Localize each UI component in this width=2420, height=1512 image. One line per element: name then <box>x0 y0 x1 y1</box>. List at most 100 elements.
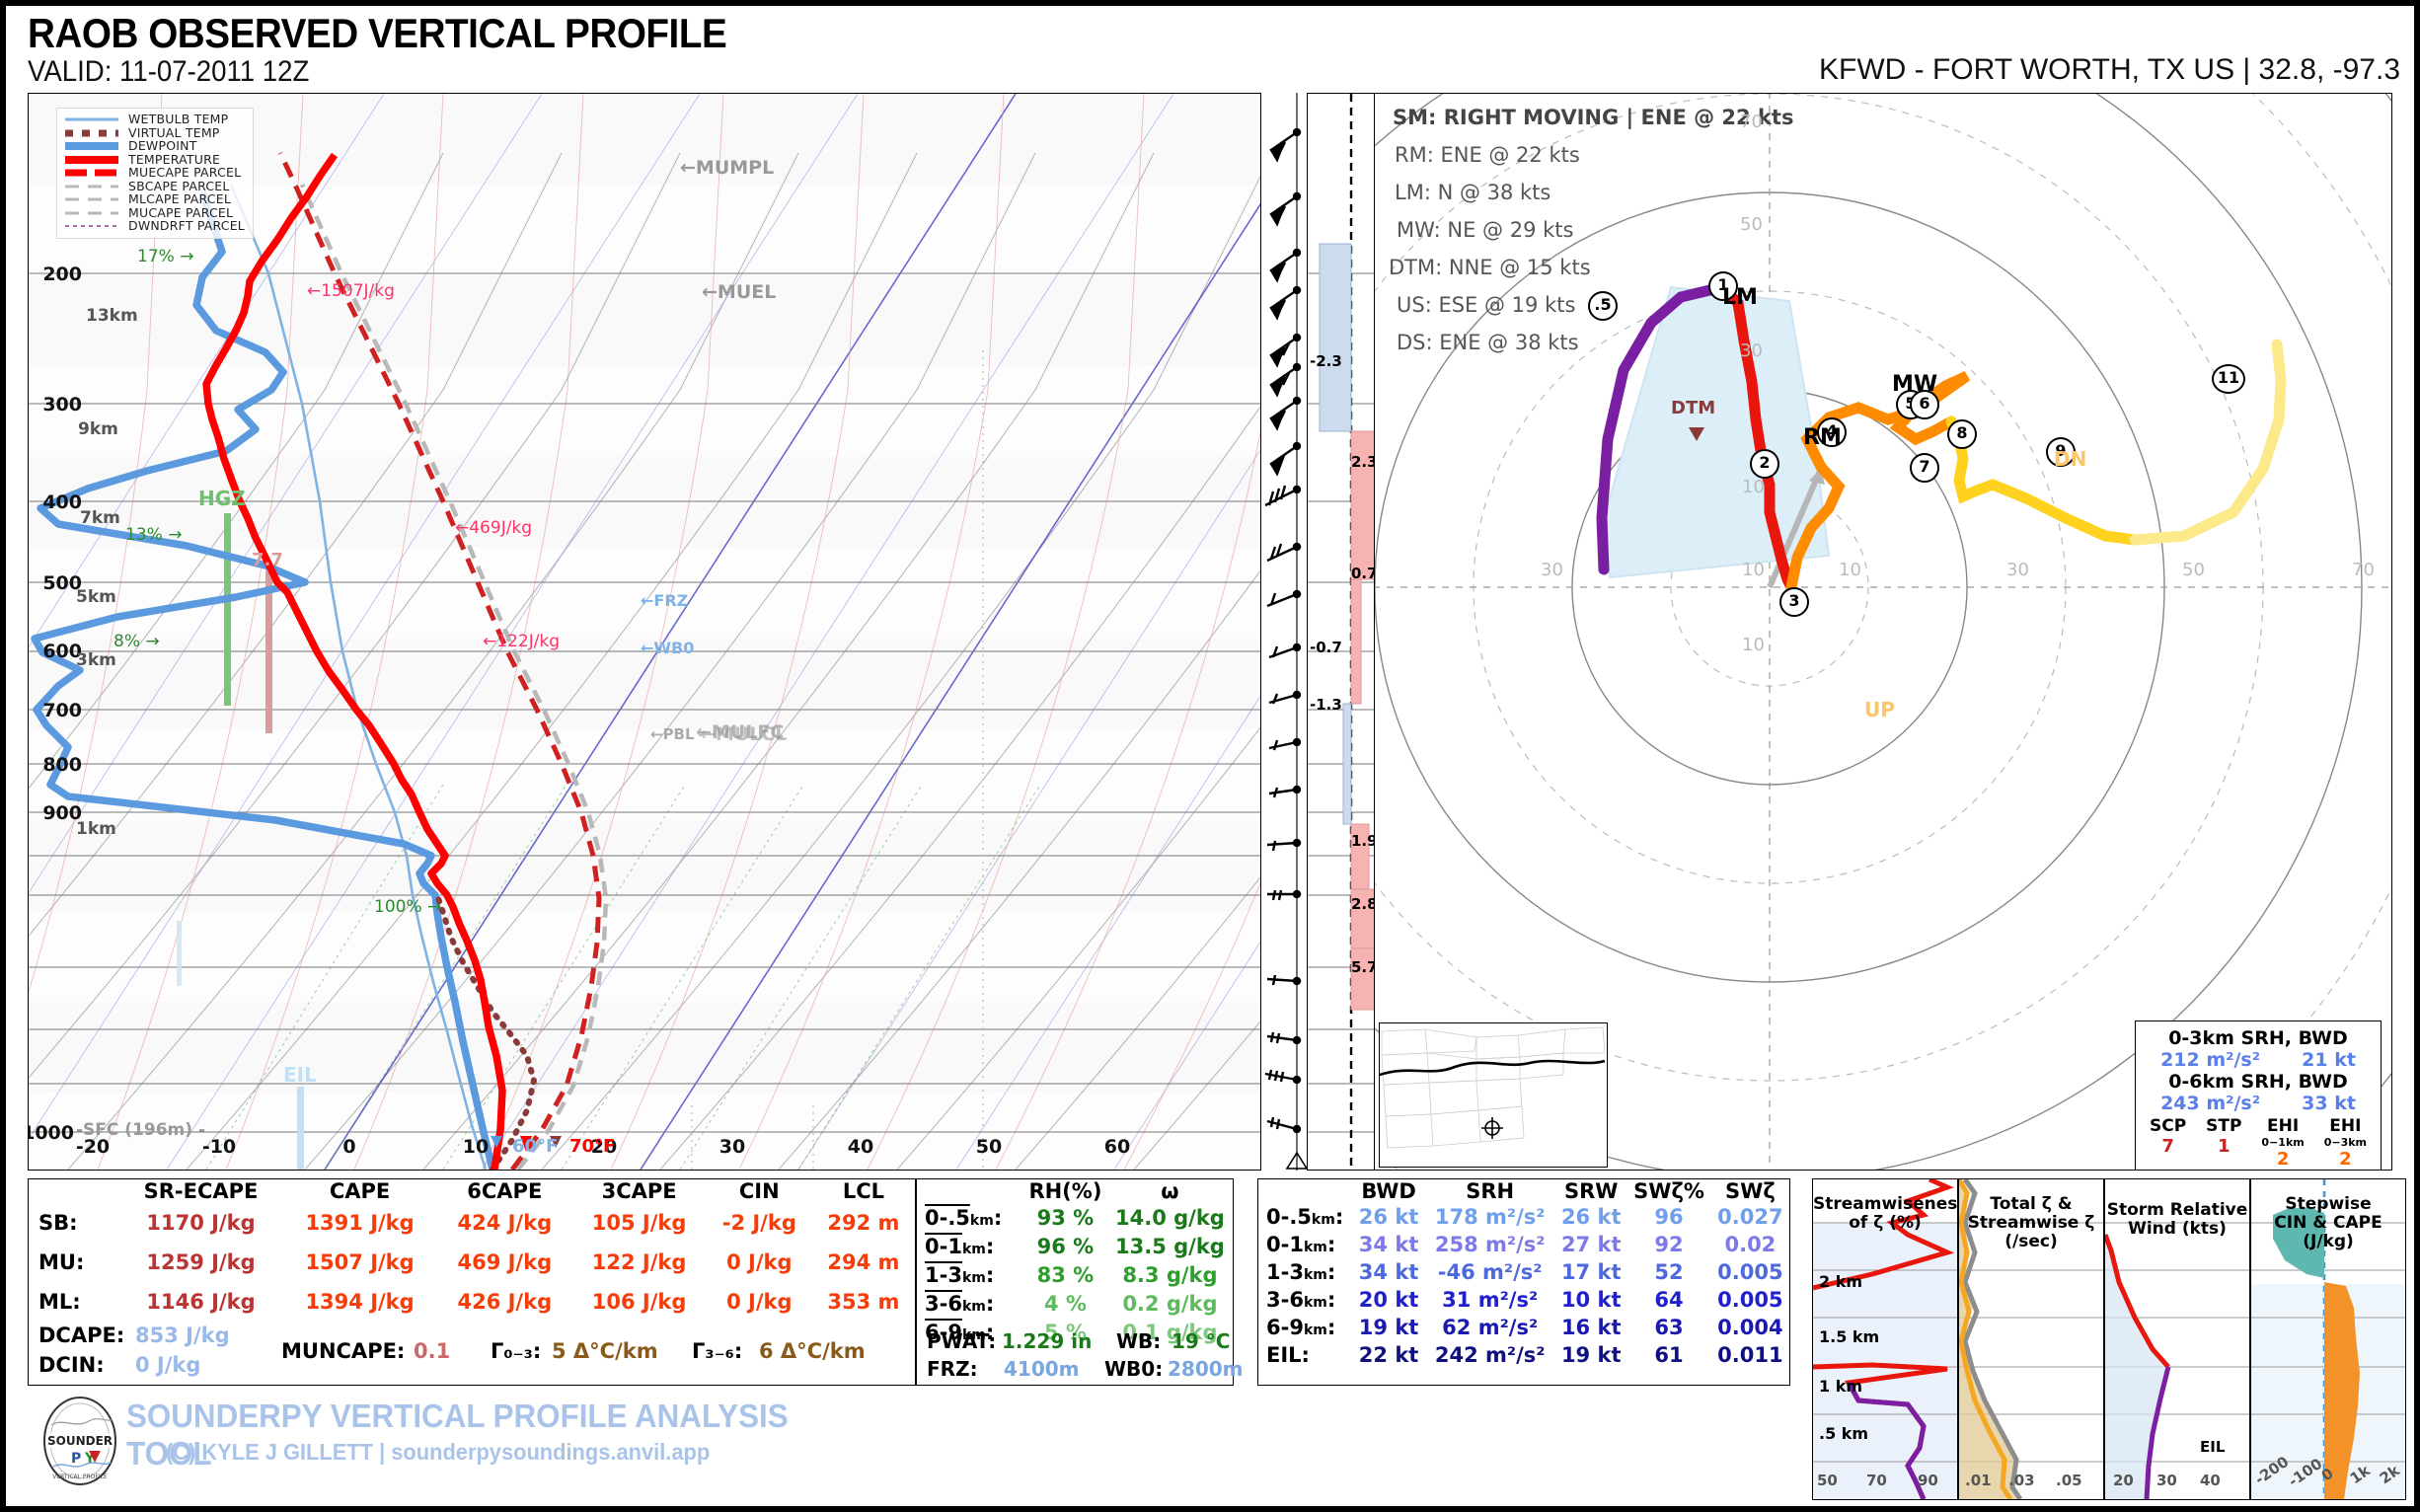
hodo-point-9[interactable]: 9 <box>2046 437 2076 467</box>
skewt-panel[interactable]: WETBULB TEMP VIRTUAL TEMP DEWPOINT TEMPE… <box>28 93 1261 1171</box>
map-inset[interactable] <box>1379 1022 1608 1168</box>
legend-item: WETBULB TEMP <box>63 112 245 126</box>
hodo-label-mw: MW <box>1892 372 1938 397</box>
wind-barb-column <box>1261 93 1309 1171</box>
col-sr-ecape: SR-ECAPE <box>143 1179 259 1203</box>
col-omega: ω <box>1161 1179 1179 1203</box>
hodo-point-7[interactable]: 7 <box>1910 453 1939 483</box>
cell-rh-3-6: 4 % <box>1043 1291 1087 1316</box>
pressure-tick: 400 <box>42 491 82 513</box>
streamwiseness-plot <box>1813 1179 1957 1499</box>
height-label: 9km <box>78 419 118 439</box>
storm-motion-mw: MW: NE @ 29 kts <box>1397 218 1574 242</box>
thermo-grid: SR-ECAPE CAPE 6CAPE 3CAPE CIN LCL SB: 11… <box>29 1179 915 1322</box>
mini-title-stepwise: Stepwise CIN & CAPE (J/kg) <box>2274 1194 2382 1251</box>
table-row: 1-3km: 83 % 8.3 g/kg <box>917 1260 1233 1289</box>
cell-w-1-3: 8.3 g/kg <box>1122 1262 1218 1287</box>
cell-bwd-3-6: 20 kt <box>1358 1288 1419 1312</box>
ring-label-30-up: 30 <box>1740 340 1763 361</box>
level-marker-mulfc: ←MULFC <box>696 721 785 743</box>
hodo-point-6[interactable]: 6 <box>1910 390 1939 419</box>
legend: WETBULB TEMP VIRTUAL TEMP DEWPOINT TEMPE… <box>56 108 254 239</box>
cin-region <box>2273 1207 2324 1278</box>
alt-label-2km: 2 km <box>1819 1272 1863 1291</box>
legend-label: MUCAPE PARCEL <box>128 204 234 220</box>
stepwise-cape-plot <box>2251 1179 2405 1499</box>
wb0-value: 2800m <box>1168 1357 1244 1381</box>
cell-swzpc-3-6: 64 <box>1654 1288 1684 1312</box>
cell-srw-eil: 19 kt <box>1560 1343 1622 1367</box>
height-label: 1km <box>76 819 116 839</box>
hodo-point-2[interactable]: 2 <box>1750 449 1779 479</box>
vorticity-plot <box>1959 1179 2103 1499</box>
dcape-label: DCAPE: <box>38 1323 125 1347</box>
cell-srw-0-05: 26 kt <box>1560 1205 1622 1229</box>
legend-label: SBCAPE PARCEL <box>128 178 230 193</box>
brand-line2: (C) KYLE J GILLETT | sounderpysoundings.… <box>166 1439 711 1465</box>
hodo-point-3[interactable]: 3 <box>1779 587 1809 617</box>
hodo-point-4[interactable]: 4 <box>1817 417 1847 447</box>
height-label: 13km <box>86 306 138 326</box>
hodo-point-1[interactable]: 1 <box>1708 271 1738 301</box>
cell-swz-eil: 0.011 <box>1717 1343 1783 1367</box>
col-cape: CAPE <box>329 1179 391 1203</box>
cell-ml-6cape: 426 J/kg <box>457 1290 553 1314</box>
virtualtemp-swatch <box>63 126 120 139</box>
cape-annotation: ←1507J/kg <box>307 281 395 301</box>
alt-label-05km: .5 km <box>1819 1424 1869 1443</box>
hodo-point-11[interactable]: 11 <box>2212 364 2245 394</box>
mini-panel-vorticity[interactable]: Total ζ & Streamwise ζ (/sec) .01 .03 .0… <box>1958 1178 2104 1500</box>
temp-tick: 0 <box>342 1136 356 1158</box>
station-crosshair <box>1481 1117 1503 1139</box>
row-label-k-3-6: 3-6km: <box>1266 1288 1336 1312</box>
table-header-row: BWD SRH SRW SWζ% SWζ <box>1258 1179 1789 1203</box>
rh-annotation: 17% → <box>137 247 194 266</box>
ring-label-30-right: 30 <box>2006 560 2029 580</box>
cell-mu-cape: 1507 J/kg <box>305 1250 415 1274</box>
eil-bar <box>297 1087 304 1170</box>
lapse-value: -2.3 <box>1310 352 1342 370</box>
mini-panel-sr-wind[interactable]: Storm Relative Wind (kts) 20 30 40 EIL <box>2104 1178 2250 1500</box>
level-marker-muel: ←MUEL <box>702 281 777 303</box>
cell-srh-3-6: 31 m²/s² <box>1442 1288 1539 1312</box>
brand-line1: SOUNDERPY VERTICAL PROFILE ANALYSIS TOOL <box>126 1398 789 1472</box>
srh-bwd-box: 0-3km SRH, BWD 212 m²/s² 21 kt 0-6km SRH… <box>2135 1021 2382 1170</box>
table-row: SB: 1170 J/kg 1391 J/kg 424 J/kg 105 J/k… <box>29 1203 915 1243</box>
svg-text:P: P <box>71 1451 81 1467</box>
hodo-point-05[interactable]: .5 <box>1588 291 1618 321</box>
ring-label-70-up: 70 <box>1740 112 1763 132</box>
srh-0-3-header: 0-3km SRH, BWD <box>2168 1027 2348 1049</box>
lr36-value: 6 Δ°C/km <box>759 1339 866 1363</box>
lapse-value: 1.9 <box>1351 832 1378 850</box>
dewpoint-curve <box>31 190 496 1170</box>
table-row: 6-9km: 5 % 0.1 g/kg <box>917 1318 1233 1346</box>
mini-panel-stepwise-cape[interactable]: Stepwise CIN & CAPE (J/kg) -200 -100 0 1… <box>2250 1178 2406 1500</box>
cell-bwd-0-05: 26 kt <box>1358 1205 1419 1229</box>
lapse-value: -1.3 <box>1310 696 1342 714</box>
thermo-table: SR-ECAPE CAPE 6CAPE 3CAPE CIN LCL SB: 11… <box>28 1178 916 1386</box>
cell-mu-cin: 0 J/kg <box>726 1250 793 1274</box>
col-lcl: LCL <box>842 1179 885 1203</box>
table-row: ML: 1146 J/kg 1394 J/kg 426 J/kg 106 J/k… <box>29 1282 915 1322</box>
srh-0-6-value: 243 m²/s² <box>2160 1093 2261 1114</box>
hodograph-panel[interactable]: SM: RIGHT MOVING | ENE @ 22 kts RM: ENE … <box>1374 93 2392 1171</box>
mini-panel-streamwiseness[interactable]: Streamwiseness of ζ (%) 2 km 1.5 km 1 km… <box>1812 1178 1958 1500</box>
mini-title-sr-wind: Storm Relative Wind (kts) <box>2106 1200 2248 1239</box>
pressure-tick: 300 <box>42 394 82 416</box>
cape-annotation: ←122J/kg <box>483 632 561 651</box>
alt-label-15km: 1.5 km <box>1819 1327 1880 1346</box>
tick-40: 40 <box>2200 1472 2221 1489</box>
table-row: 0-.5km: 93 % 14.0 g/kg <box>917 1203 1233 1232</box>
wetbulb-swatch <box>63 113 120 125</box>
cell-ml-cape: 1394 J/kg <box>305 1290 415 1314</box>
table-row: 3-6km: 20 kt 31 m²/s² 10 kt 64 0.005 <box>1258 1286 1789 1314</box>
hodo-point-8[interactable]: 8 <box>1947 419 1977 449</box>
cell-srh-6-9: 62 m²/s² <box>1442 1316 1539 1339</box>
height-label: 7km <box>80 508 120 528</box>
tick-05: .05 <box>2056 1472 2082 1489</box>
temp-tick: 30 <box>718 1136 746 1158</box>
cell-swz-0-05: 0.027 <box>1717 1205 1783 1229</box>
legend-item: MUECAPE PARCEL <box>63 165 245 180</box>
cell-w-3-6: 0.2 g/kg <box>1122 1291 1218 1316</box>
hodo-seg-purple <box>1596 281 1728 575</box>
